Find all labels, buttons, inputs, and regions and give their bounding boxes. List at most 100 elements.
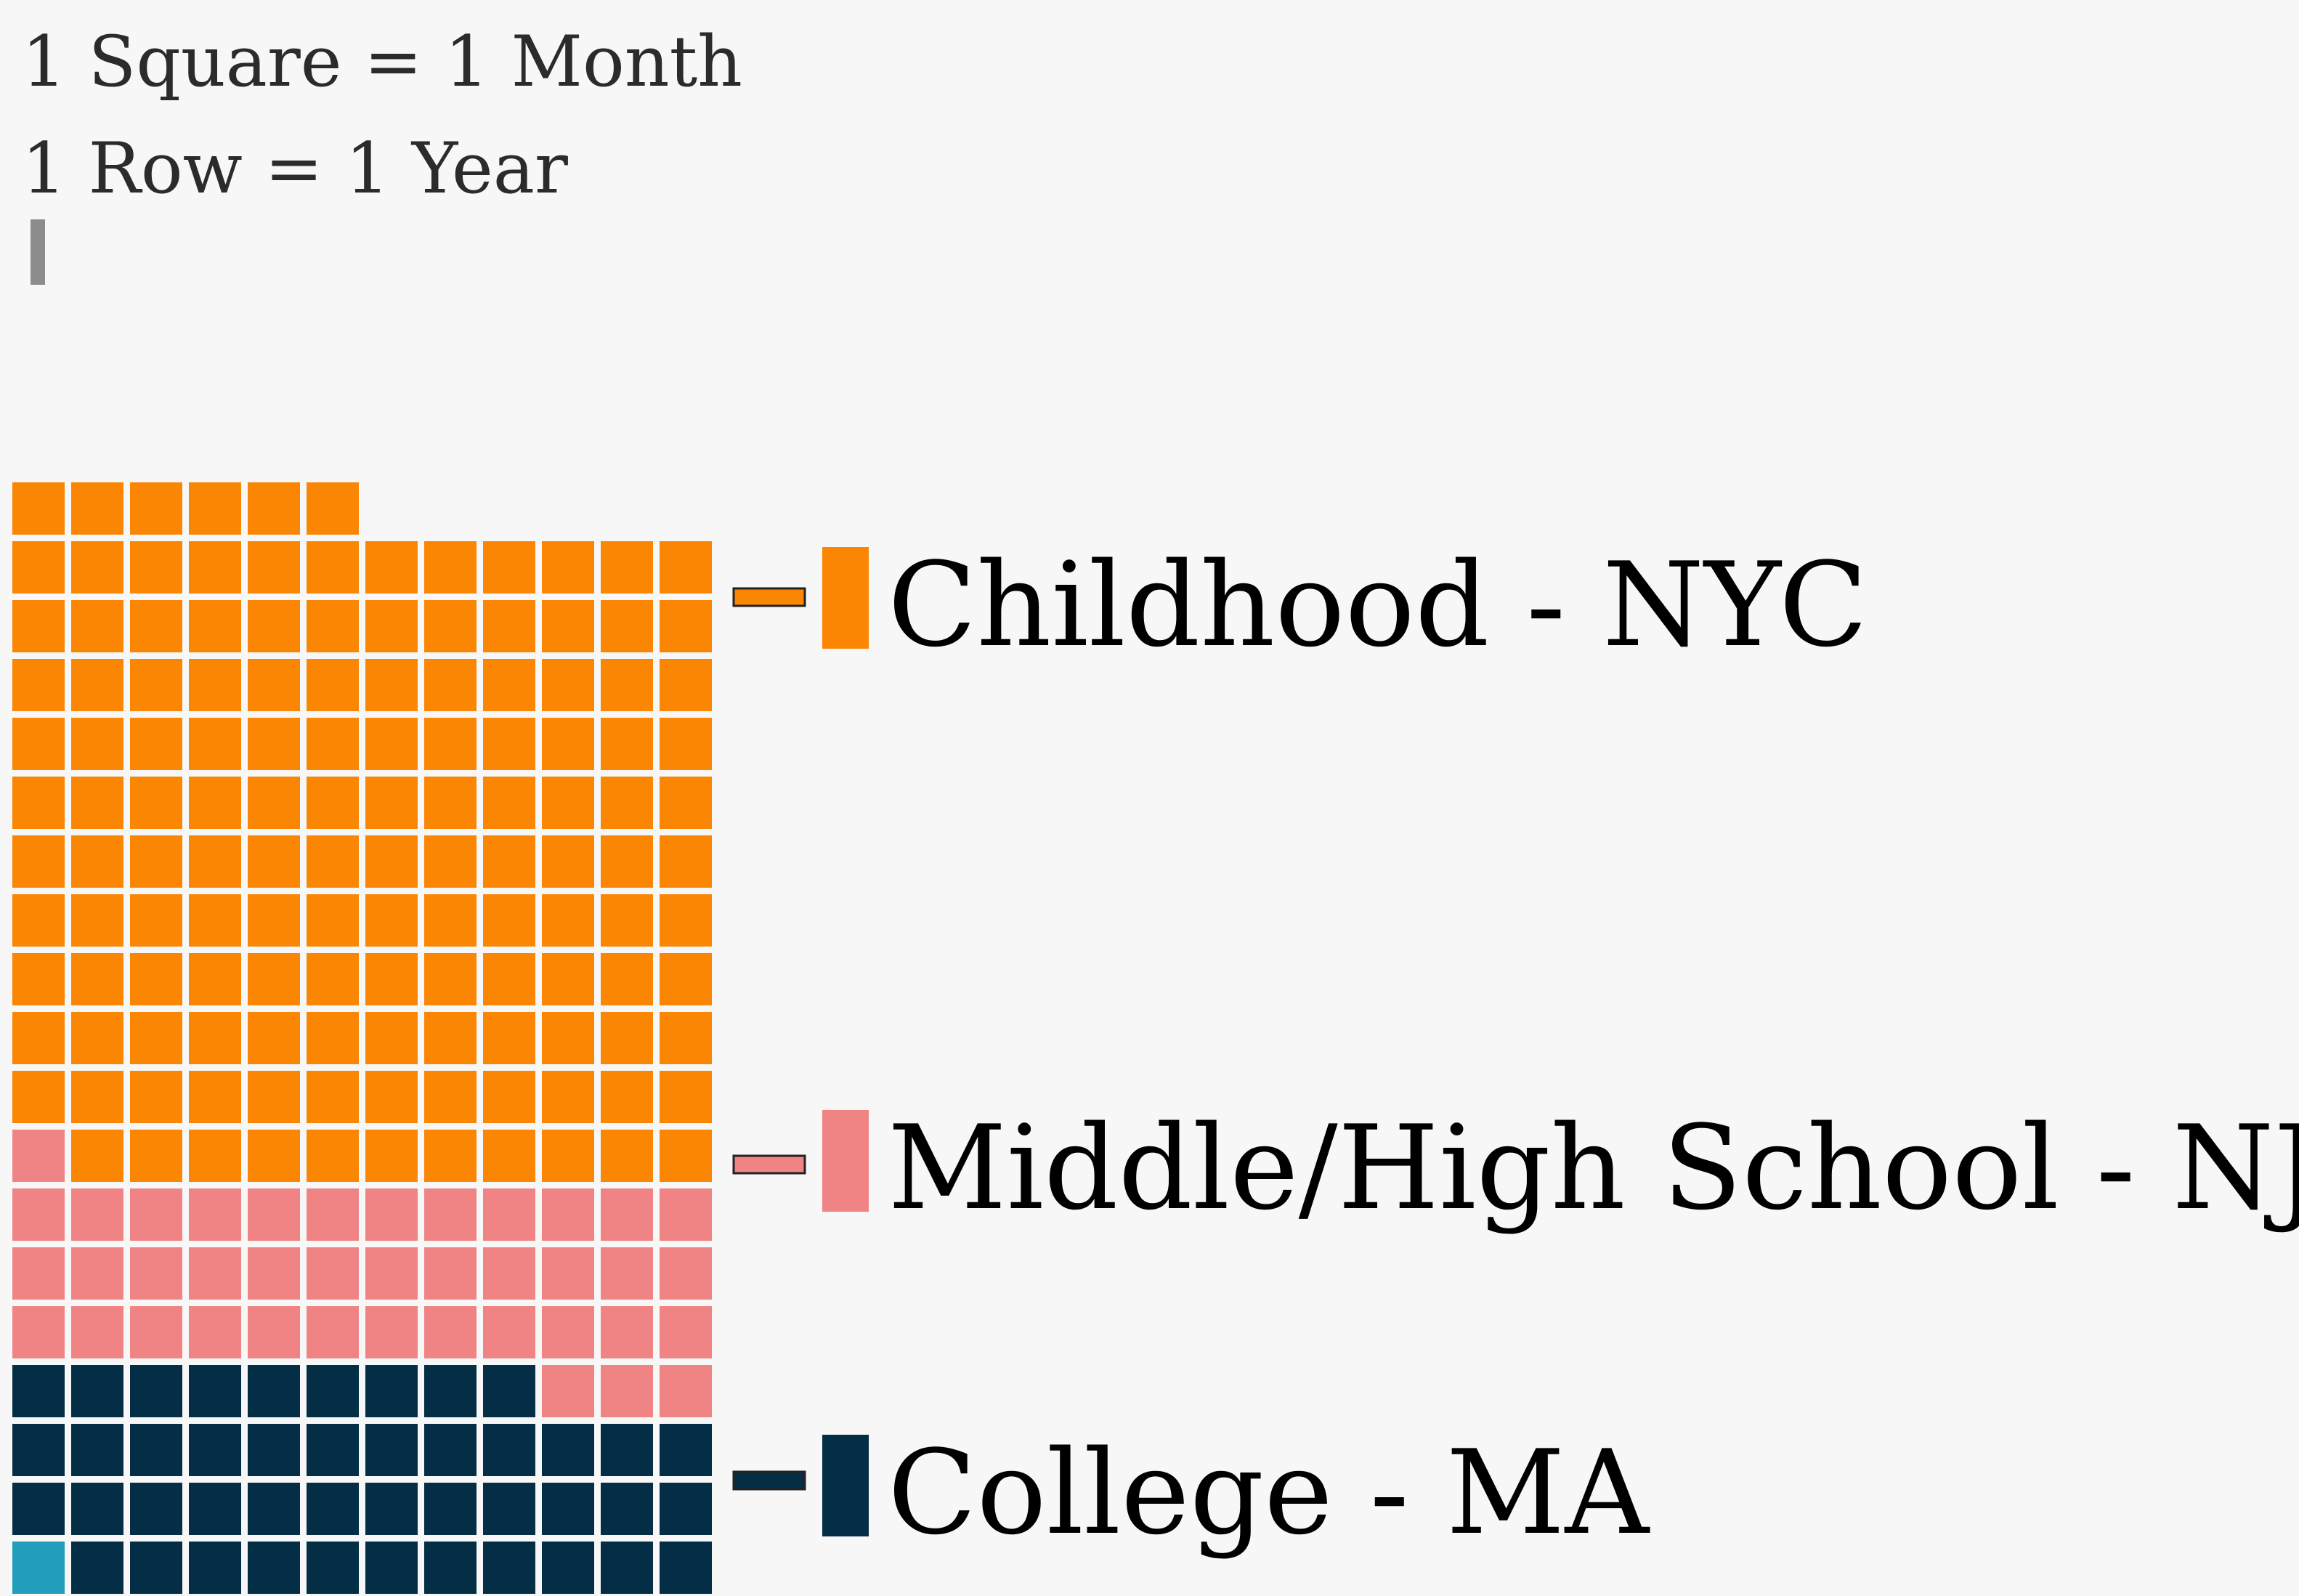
- square-childhood-nyc: [12, 1012, 65, 1064]
- square-childhood-nyc: [483, 953, 535, 1005]
- square-childhood-nyc: [248, 953, 300, 1005]
- square-middle-high-school-nj: [601, 1306, 653, 1358]
- square-college-ma: [601, 1424, 653, 1476]
- square-childhood-nyc: [12, 541, 65, 594]
- square-childhood-nyc: [307, 835, 359, 888]
- square-college-ma: [424, 1483, 477, 1535]
- square-childhood-nyc: [365, 718, 418, 770]
- square-childhood-nyc: [660, 541, 712, 594]
- square-college-ma: [130, 1483, 182, 1535]
- square-childhood-nyc: [365, 1130, 418, 1182]
- square-childhood-nyc: [189, 1071, 241, 1123]
- square-childhood-nyc: [483, 835, 535, 888]
- square-middle-high-school-nj: [12, 1188, 65, 1241]
- square-middle-high-school-nj: [12, 1306, 65, 1358]
- waffle-squares: [12, 482, 712, 1594]
- legend-swatch-childhood: [822, 547, 869, 649]
- square-college-ma: [307, 1365, 359, 1417]
- legend-label-middle-high-school: Middle/High School - NJ: [888, 1100, 2299, 1236]
- square-college-ma: [307, 1542, 359, 1594]
- square-childhood-nyc: [12, 659, 65, 711]
- scale-tick: [31, 219, 45, 285]
- square-middle-high-school-nj: [248, 1306, 300, 1358]
- square-childhood-nyc: [542, 659, 594, 711]
- square-middle-high-school-nj: [601, 1188, 653, 1241]
- square-college-ma: [483, 1542, 535, 1594]
- square-childhood-nyc: [483, 600, 535, 652]
- square-childhood-nyc: [12, 1071, 65, 1123]
- legend-college: College - MA: [732, 1425, 1651, 1560]
- note-row: 1 Row = 1 Year: [22, 128, 568, 209]
- square-childhood-nyc: [660, 1071, 712, 1123]
- square-childhood-nyc: [71, 1130, 123, 1182]
- square-childhood-nyc: [130, 1012, 182, 1064]
- square-childhood-nyc: [601, 659, 653, 711]
- square-childhood-nyc: [130, 953, 182, 1005]
- square-childhood-nyc: [12, 718, 65, 770]
- square-childhood-nyc: [660, 659, 712, 711]
- square-childhood-nyc: [307, 541, 359, 594]
- square-childhood-nyc: [542, 1012, 594, 1064]
- square-middle-high-school-nj: [483, 1188, 535, 1241]
- square-childhood-nyc: [189, 659, 241, 711]
- square-childhood-nyc: [365, 777, 418, 829]
- square-college-ma: [248, 1424, 300, 1476]
- square-college-ma: [307, 1424, 359, 1476]
- square-childhood-nyc: [660, 1012, 712, 1064]
- square-childhood-nyc: [130, 541, 182, 594]
- square-childhood-nyc: [189, 953, 241, 1005]
- square-childhood-nyc: [424, 541, 477, 594]
- square-college-ma: [130, 1542, 182, 1594]
- square-middle-high-school-nj: [12, 1130, 65, 1182]
- square-childhood-nyc: [248, 894, 300, 947]
- square-college-ma: [660, 1483, 712, 1535]
- square-childhood-nyc: [483, 777, 535, 829]
- square-childhood-nyc: [601, 1071, 653, 1123]
- square-childhood-nyc: [542, 718, 594, 770]
- square-childhood-nyc: [248, 482, 300, 535]
- square-childhood-nyc: [424, 659, 477, 711]
- square-childhood-nyc: [542, 894, 594, 947]
- square-childhood-nyc: [189, 541, 241, 594]
- square-childhood-nyc: [365, 1012, 418, 1064]
- square-college-ma: [424, 1542, 477, 1594]
- square-childhood-nyc: [424, 1130, 477, 1182]
- square-childhood-nyc: [483, 1071, 535, 1123]
- square-childhood-nyc: [601, 718, 653, 770]
- square-childhood-nyc: [130, 600, 182, 652]
- legend-label-college: College - MA: [888, 1425, 1651, 1560]
- square-middle-high-school-nj: [542, 1365, 594, 1417]
- square-childhood-nyc: [483, 718, 535, 770]
- square-childhood-nyc: [601, 894, 653, 947]
- square-childhood-nyc: [542, 835, 594, 888]
- square-college-ma: [365, 1542, 418, 1594]
- square-childhood-nyc: [660, 777, 712, 829]
- square-childhood-nyc: [365, 1071, 418, 1123]
- square-childhood-nyc: [12, 953, 65, 1005]
- square-middle-high-school-nj: [542, 1188, 594, 1241]
- square-childhood-nyc: [71, 777, 123, 829]
- square-childhood-nyc: [248, 777, 300, 829]
- square-middle-high-school-nj: [189, 1247, 241, 1300]
- legend-line-middle-high-school: [732, 1154, 806, 1175]
- square-college-ma: [307, 1483, 359, 1535]
- square-college-ma: [12, 1483, 65, 1535]
- square-college-ma: [71, 1424, 123, 1476]
- square-childhood-nyc: [483, 659, 535, 711]
- square-childhood-nyc: [542, 953, 594, 1005]
- square-middle-high-school-nj: [307, 1188, 359, 1241]
- square-middle-high-school-nj: [71, 1247, 123, 1300]
- square-childhood-nyc: [307, 1130, 359, 1182]
- legend-swatch-middle-high-school: [822, 1110, 869, 1212]
- square-middle-high-school-nj: [365, 1188, 418, 1241]
- square-childhood-nyc: [307, 482, 359, 535]
- square-middle-high-school-nj: [542, 1306, 594, 1358]
- square-childhood-nyc: [71, 659, 123, 711]
- square-college-ma: [365, 1365, 418, 1417]
- square-childhood-nyc: [307, 600, 359, 652]
- square-childhood-nyc: [365, 835, 418, 888]
- square-college-ma: [483, 1483, 535, 1535]
- square-college-ma: [365, 1424, 418, 1476]
- square-childhood-nyc: [660, 600, 712, 652]
